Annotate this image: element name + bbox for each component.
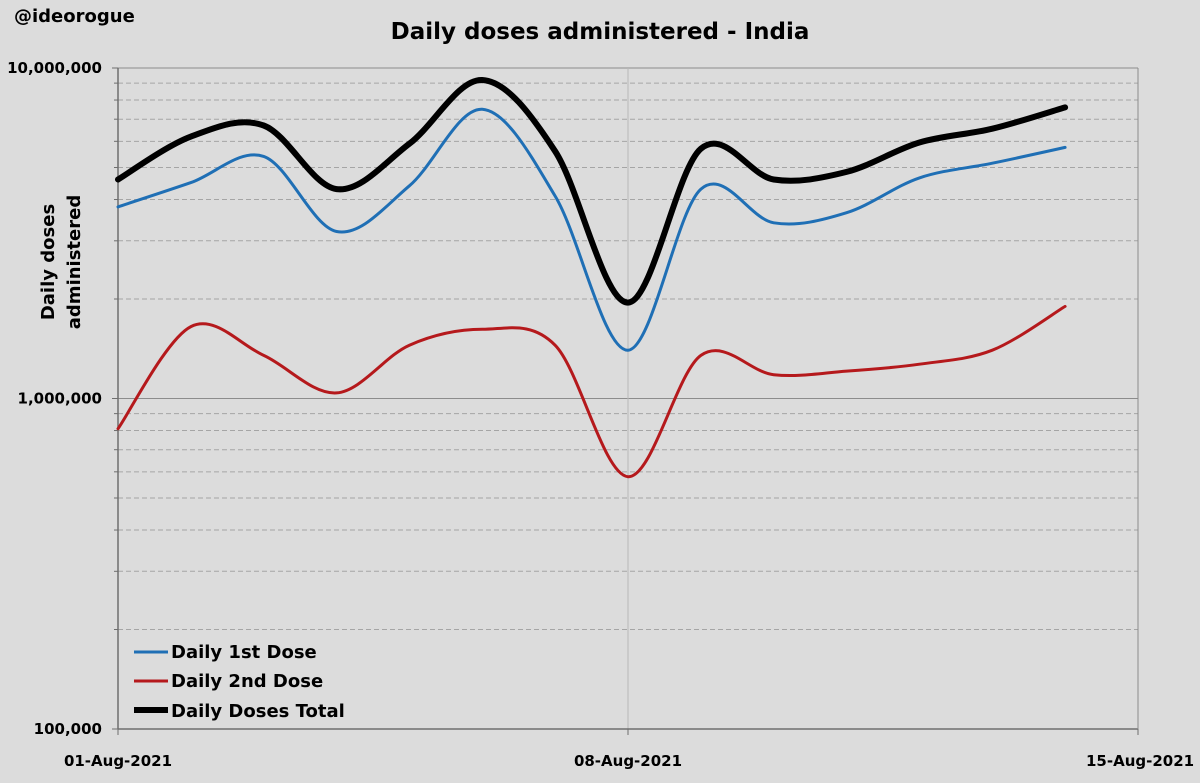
series-group — [115, 77, 1069, 479]
legend-label-1st-dose: Daily 1st Dose — [171, 642, 317, 663]
y-tick-label: 10,000,000 — [7, 59, 102, 77]
chart-title: Daily doses administered - India — [391, 19, 810, 45]
x-tick-label: 01-Aug-2021 — [64, 752, 172, 770]
y-tick-label: 100,000 — [34, 720, 102, 738]
watermark: @ideorogue — [14, 6, 135, 27]
y-tick-label: 1,000,000 — [18, 390, 102, 408]
tick-labels: 10,000,000 1,000,000 100,000 01-Aug-2021 08-… — [7, 59, 1194, 770]
series-line-2nd-dose — [116, 304, 1067, 479]
x-tick-label: 15-Aug-2021 — [1086, 752, 1194, 770]
y-axis-label-line-2: administered — [64, 195, 85, 329]
y-axis-label-line-1: Daily doses — [38, 204, 59, 320]
legend-label-total: Daily Doses Total — [171, 701, 345, 722]
series-line-1st-dose — [116, 107, 1067, 352]
legend-label-2nd-dose: Daily 2nd Dose — [171, 671, 323, 692]
x-tick-label: 08-Aug-2021 — [574, 752, 682, 770]
series-line-total — [115, 77, 1069, 306]
gridlines — [118, 67, 1138, 730]
legend: Daily 1st Dose Daily 2nd Dose Daily Dose… — [134, 642, 345, 722]
